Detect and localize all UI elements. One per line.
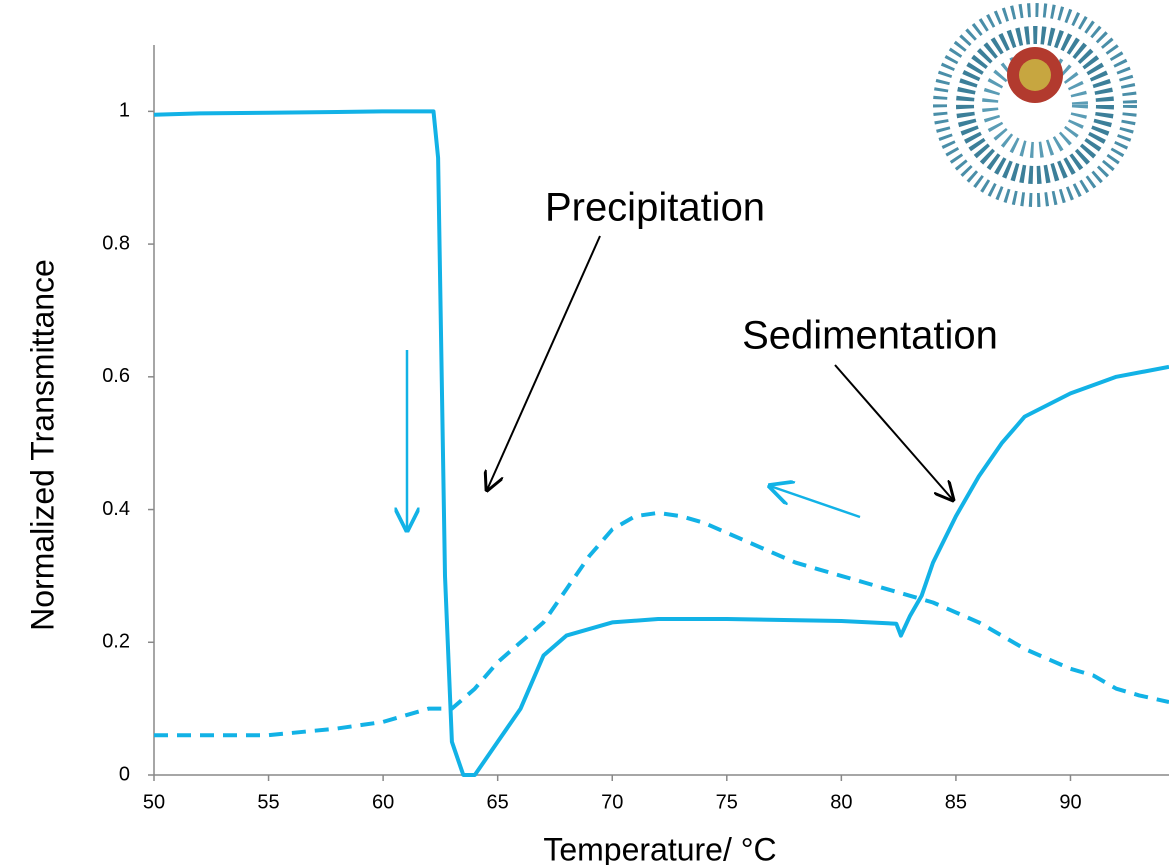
y-tick-label: 0.2 xyxy=(102,631,130,653)
x-tick-label: 85 xyxy=(945,791,967,813)
y-tick-label: 1 xyxy=(119,100,130,122)
y-tick-label: 0.8 xyxy=(102,232,130,254)
y-tick-label: 0.6 xyxy=(102,365,130,387)
x-tick-label: 75 xyxy=(716,791,738,813)
y-axis-label: Normalized Transmittance xyxy=(24,259,60,631)
x-axis-label: Temperature/ °C xyxy=(543,831,776,865)
annotation-arrow xyxy=(487,235,601,490)
x-tick-label: 50 xyxy=(143,791,165,813)
x-tick-label: 90 xyxy=(1059,791,1081,813)
annotation: Sedimentation xyxy=(742,314,998,358)
x-tick-label: 70 xyxy=(601,791,623,813)
micelle-icon xyxy=(933,3,1137,207)
data-line xyxy=(153,109,1169,777)
x-tick-label: 55 xyxy=(257,791,279,813)
annotation: Precipitation xyxy=(545,186,765,230)
direction-arrow xyxy=(770,486,861,519)
x-tick-label: 60 xyxy=(372,791,394,813)
y-tick-label: 0.4 xyxy=(102,498,130,520)
x-tick-label: 65 xyxy=(487,791,509,813)
data-line xyxy=(154,510,1169,738)
y-tick-label: 0 xyxy=(119,763,130,785)
annotation-arrow xyxy=(834,364,953,500)
x-tick-label: 80 xyxy=(830,791,852,813)
